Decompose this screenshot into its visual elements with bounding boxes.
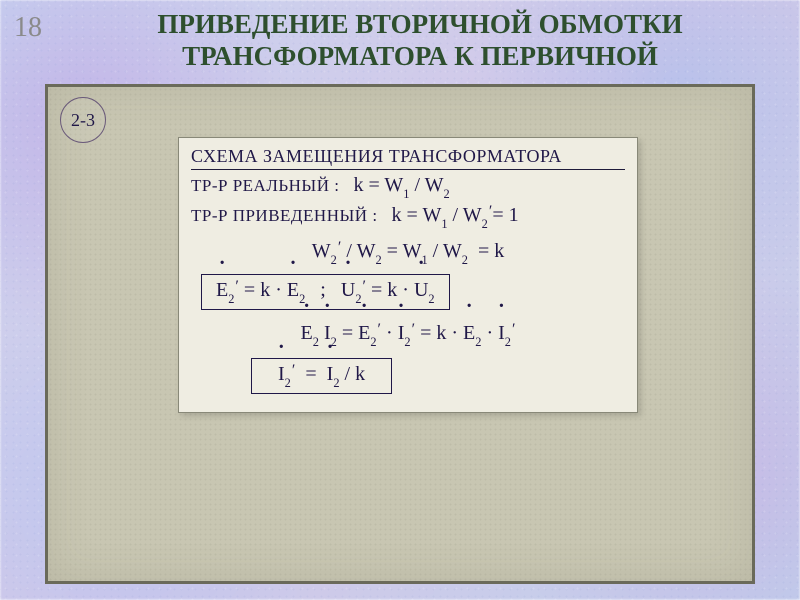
row-real-formula: k = W1 / W2 <box>353 174 449 200</box>
title-line-1: ПРИВЕДЕНИЕ ВТОРИЧНОЙ ОБМОТКИ <box>157 9 682 39</box>
row-e-u-box: E2′ = k · E2 ; U2′ = k · U2 <box>201 274 625 310</box>
i-boxed-formula: I2′ = I2 / k <box>251 358 392 394</box>
corner-circle-mark: 2-3 <box>60 97 106 143</box>
card-heading: СХЕМА ЗАМЕЩЕНИЯ ТРАНСФОРМАТОРА <box>191 146 625 170</box>
row-reduced-label: ТР-Р ПРИВЕДЕННЫЙ : <box>191 206 378 226</box>
row-reduced-formula: k = W1 / W2′= 1 <box>392 204 519 230</box>
chalkboard-panel: 2-3 СХЕМА ЗАМЕЩЕНИЯ ТРАНСФОРМАТОРА ТР-Р … <box>45 84 755 584</box>
row-real-label: ТР-Р РЕАЛЬНЫЙ : <box>191 176 339 196</box>
title-line-2: ТРАНСФОРМАТОРА К ПЕРВИЧНОЙ <box>182 41 658 71</box>
w-ratio-formula: W2′ / W2 = W1 / W2 = k <box>312 240 504 266</box>
formula-card: СХЕМА ЗАМЕЩЕНИЯ ТРАНСФОРМАТОРА ТР-Р РЕАЛ… <box>178 137 638 413</box>
row-real: ТР-Р РЕАЛЬНЫЙ : k = W1 / W2 <box>191 174 625 200</box>
row-ei-product: E2 I2 = E2′ · I2′ = k · E2 · I2′ <box>191 322 625 348</box>
row-w-ratio: W2′ / W2 = W1 / W2 = k <box>191 240 625 266</box>
slide-title: ПРИВЕДЕНИЕ ВТОРИЧНОЙ ОБМОТКИ ТРАНСФОРМАТ… <box>60 8 780 73</box>
page-number: 18 <box>14 12 42 44</box>
row-i-box: I2′ = I2 / k <box>251 358 625 394</box>
row-reduced: ТР-Р ПРИВЕДЕННЫЙ : k = W1 / W2′= 1 <box>191 204 625 230</box>
